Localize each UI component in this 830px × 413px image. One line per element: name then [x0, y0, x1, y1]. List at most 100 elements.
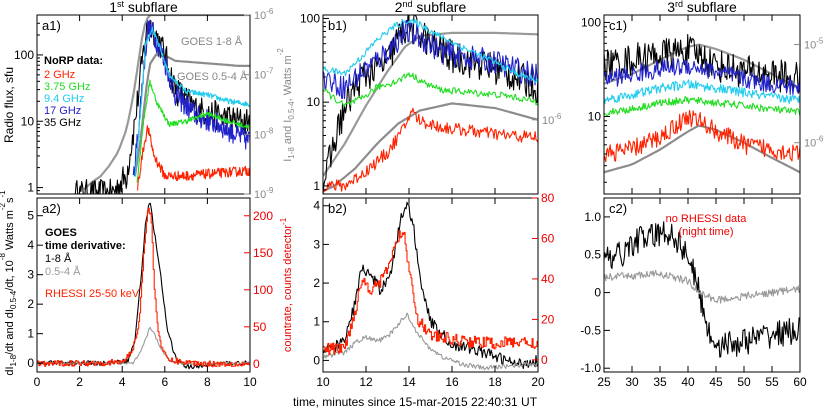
x-axis-label: time, minutes since 15-mar-2015 22:40:31… [293, 395, 538, 409]
panel-label-c2: c2) [609, 201, 627, 216]
ytick-label-b1-2: 100 [300, 11, 320, 25]
series-a1-6 [136, 125, 250, 191]
series-c1-2 [604, 33, 800, 94]
series-b1-4 [323, 18, 538, 84]
xtick-label-b2-1: 12 [359, 375, 373, 389]
annot-goes054: GOES 0.5-4 Å [177, 70, 248, 83]
ytick-label-c2-2: 0 [594, 286, 601, 300]
ytick-label-b2-1: 1 [313, 315, 320, 329]
column-title-c1: 3rd subflare [667, 0, 737, 15]
ytick-label-a2-1: 1 [27, 327, 34, 341]
series-a1-4 [134, 26, 250, 177]
ytick-label-b2-2: 2 [313, 276, 320, 290]
series-c1-5 [604, 95, 800, 117]
rtick-label-c1-0: 10-6 [804, 135, 824, 150]
ytick-label-b1-1: 10 [307, 95, 321, 109]
legend-title2-a2: time derivative: [45, 240, 126, 252]
legend-item-a1-1: 3.75 GHz [44, 81, 90, 93]
legend-item-a2-2: RHESSI 25-50 keV [45, 288, 140, 300]
xtick-label-c2-0: 25 [597, 375, 611, 389]
rtick-label-a2-0: 0 [253, 357, 260, 371]
annot-night: (night time) [678, 226, 733, 238]
panel-label-b2: b2) [328, 201, 347, 216]
column-title-b1: 2nd subflare [395, 0, 467, 15]
series-c1-6 [604, 110, 800, 163]
annot-goes18: GOES 1-8 Å [181, 35, 243, 48]
series-b2-0 [323, 201, 538, 370]
xtick-label-a2-3: 6 [161, 375, 168, 389]
panel-label-a2: a2) [42, 201, 61, 216]
legend-title1-a2: GOES [45, 227, 77, 239]
xtick-label-a2-2: 4 [119, 375, 126, 389]
ytick-label-c2-1: 0.5 [584, 248, 601, 262]
series-a1-0 [83, 15, 250, 191]
ytick-label-c1-1: 100 [581, 15, 601, 29]
legend-item-a2-0: 1-8 Å [45, 252, 72, 265]
series-a2-2 [37, 207, 250, 368]
frame-b1 [322, 14, 539, 195]
xtick-label-a2-1: 2 [76, 375, 83, 389]
ytick-label-b2-0: 0 [313, 353, 320, 367]
xtick-label-c2-3: 40 [681, 375, 695, 389]
series-a1-1 [133, 53, 250, 177]
legend-item-a1-3: 17 GHz [44, 105, 81, 117]
frame-a2 [36, 197, 251, 373]
ytick-label-a2-3: 3 [27, 268, 34, 282]
annot-no-rhessi: no RHESSI data [666, 213, 748, 225]
ylabel-a2: dI1-8/dt and dI0.5-4/dt, 10-8 Watts m-2s… [0, 190, 18, 376]
legend-item-a1-0: 2 GHz [44, 69, 75, 81]
ytick-label-a1-2: 100 [14, 48, 34, 62]
rtick-label-c1-1: 10-5 [804, 37, 824, 52]
series-c1-1 [604, 124, 800, 174]
ytick-label-c1-0: 10 [588, 110, 602, 124]
data-b1 [323, 15, 538, 194]
rtick-label-a2-1: 50 [253, 320, 267, 334]
ytick-label-c2-3: -0.5 [580, 323, 601, 337]
xtick-label-b2-4: 18 [488, 375, 502, 389]
series-b1-1 [323, 102, 538, 193]
series-c1-3 [604, 57, 800, 96]
xtick-label-c2-1: 30 [625, 375, 639, 389]
legend-item-a1-2: 9.4 GHz [44, 93, 84, 105]
ytick-label-b2-3: 3 [313, 237, 320, 251]
panel-b1: 1 10 100 10-6 b1) 2nd subflare [300, 0, 562, 195]
legend-item-a2-1: 0.5-4 Å [45, 265, 81, 278]
panel-label-c1: c1) [609, 18, 627, 33]
frame-b2 [322, 197, 539, 373]
ytick-label-a2-0: 0 [27, 356, 34, 370]
rtick-label-a1-2: 10-7 [254, 67, 274, 82]
xtick-label-a2-4: 8 [204, 375, 211, 389]
xtick-label-b2-3: 16 [445, 375, 459, 389]
rtick-label-b2-0: 0 [541, 353, 548, 367]
xtick-label-a2-0: 0 [34, 375, 41, 389]
series-c2-1 [604, 269, 800, 304]
rtick-label-a1-1: 10-8 [254, 126, 274, 141]
ytick-label-b1-0: 1 [313, 179, 320, 193]
data-b2 [323, 201, 538, 371]
rtick-label-b2-4: 80 [541, 191, 555, 205]
ytick-label-b2-4: 4 [313, 199, 320, 213]
xtick-label-c2-4: 45 [709, 375, 723, 389]
column-title-a1: 1st subflare [109, 0, 178, 15]
rtick-label-a2-4: 200 [253, 209, 273, 223]
rtick-label-a2-2: 100 [253, 283, 273, 297]
series-c2-0 [604, 221, 800, 358]
data-c2 [604, 221, 800, 358]
legend-title-a1: NoRP data: [44, 55, 103, 67]
series-c1-4 [604, 79, 800, 105]
frame-a1 [36, 14, 251, 195]
data-c1 [604, 33, 800, 174]
data-a2 [37, 202, 250, 370]
ytick-label-c2-4: -1.0 [580, 361, 601, 375]
ytick-label-a2-2: 2 [27, 297, 34, 311]
series-b1-5 [323, 72, 538, 107]
rtick-label-b1-0: 10-6 [542, 112, 562, 127]
xtick-label-b2-0: 10 [316, 375, 330, 389]
ytick-label-a2-4: 4 [27, 238, 34, 252]
xtick-label-b2-2: 14 [402, 375, 416, 389]
series-a1-3 [132, 19, 250, 177]
